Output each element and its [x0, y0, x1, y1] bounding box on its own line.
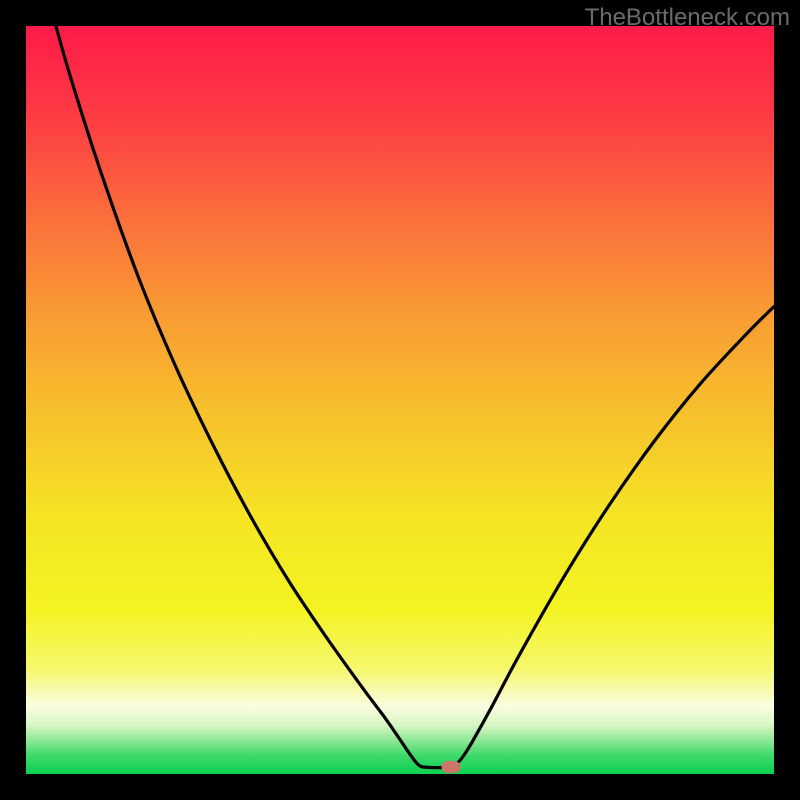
chart-frame: TheBottleneck.com	[0, 0, 800, 800]
bottleneck-marker	[441, 761, 460, 773]
bottleneck-curve	[26, 26, 774, 774]
plot-area	[26, 26, 774, 774]
